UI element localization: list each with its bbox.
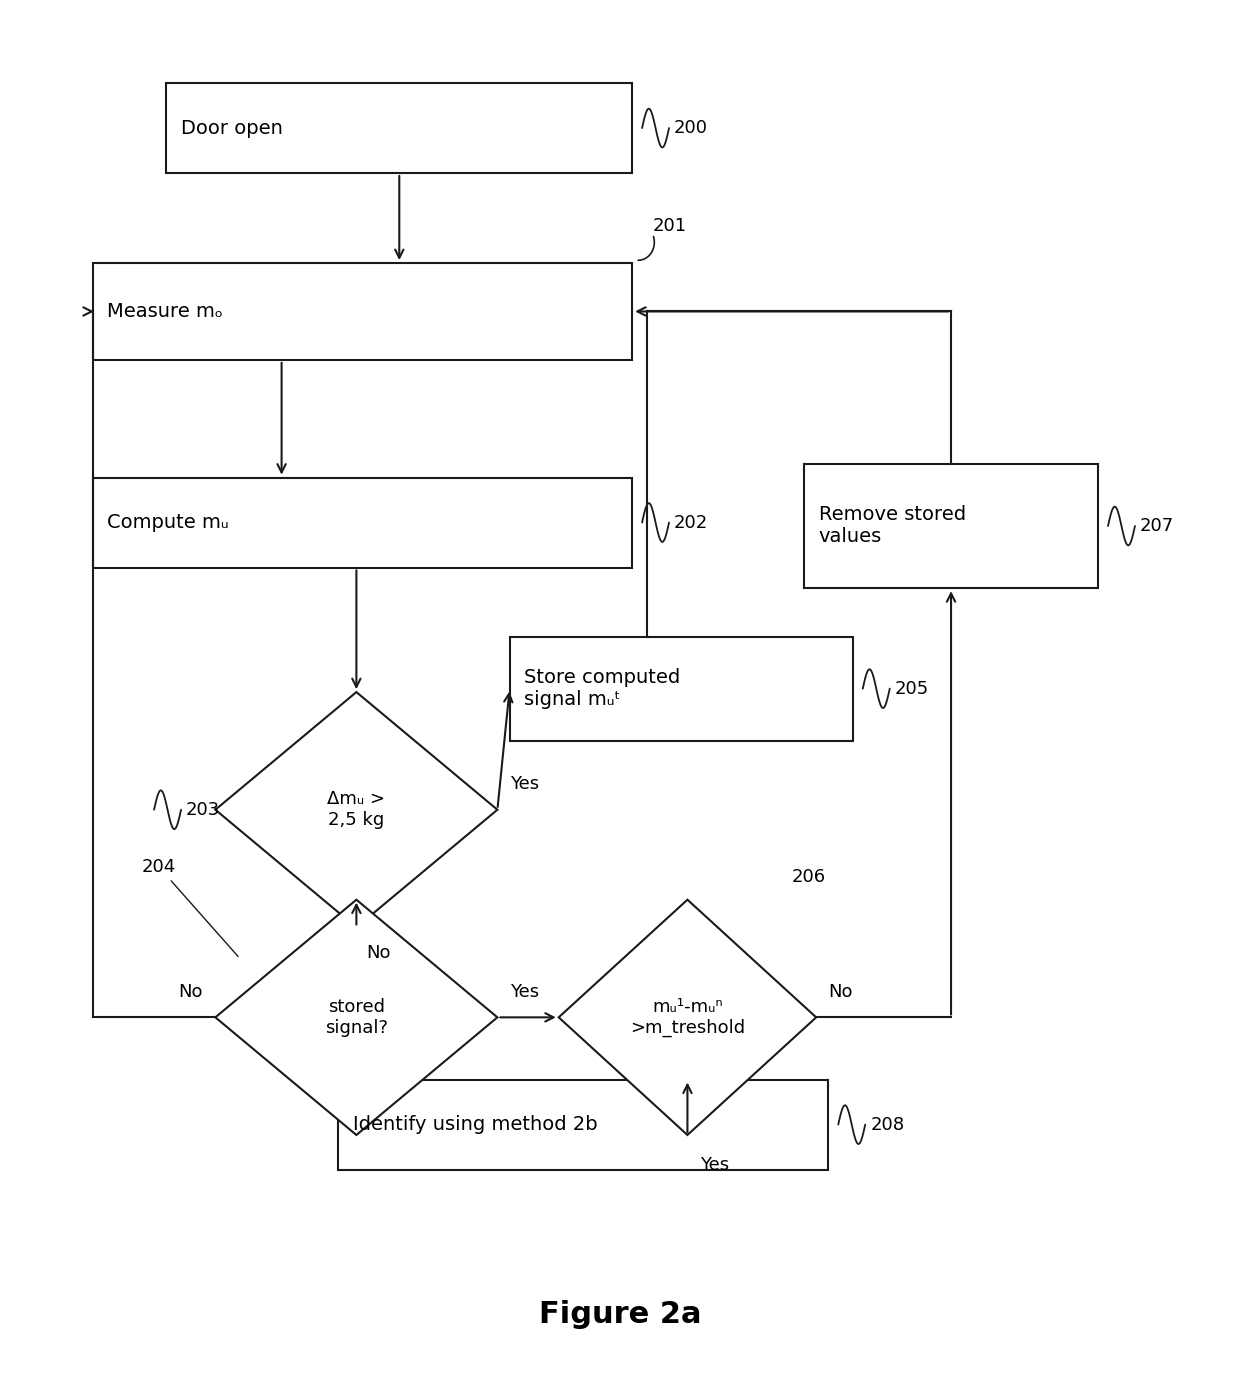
Bar (93, 263, 632, 359)
Text: 208: 208 (870, 1116, 904, 1134)
Text: No: No (179, 983, 203, 1001)
Text: No: No (366, 944, 391, 962)
Text: Compute mᵤ: Compute mᵤ (108, 513, 229, 533)
Text: Measure mₒ: Measure mₒ (108, 302, 223, 322)
Text: 201: 201 (653, 217, 687, 235)
Text: Store computed
signal mᵤᵗ: Store computed signal mᵤᵗ (525, 668, 681, 709)
Text: Remove stored
values: Remove stored values (818, 506, 966, 547)
Text: 202: 202 (675, 513, 708, 531)
Bar (166, 82, 632, 173)
Polygon shape (216, 900, 497, 1135)
Text: 204: 204 (141, 858, 238, 956)
Bar (804, 464, 1099, 589)
Text: Identify using method 2b: Identify using method 2b (352, 1116, 598, 1134)
Text: 206: 206 (791, 868, 826, 886)
Text: stored
signal?: stored signal? (325, 998, 388, 1037)
Text: Yes: Yes (510, 983, 538, 1001)
Text: No: No (828, 983, 853, 1001)
Text: 207: 207 (1140, 517, 1174, 535)
Text: Figure 2a: Figure 2a (538, 1300, 702, 1329)
Bar (93, 478, 632, 568)
Text: Yes: Yes (699, 1156, 729, 1174)
Text: Door open: Door open (181, 119, 283, 137)
Text: Δmᵤ >
2,5 kg: Δmᵤ > 2,5 kg (327, 790, 386, 829)
Text: 205: 205 (894, 679, 929, 698)
Bar (339, 1079, 828, 1170)
Text: 200: 200 (675, 119, 708, 137)
Bar (510, 636, 853, 741)
Text: 203: 203 (186, 801, 221, 819)
Text: Yes: Yes (510, 774, 538, 793)
Polygon shape (216, 692, 497, 927)
Polygon shape (559, 900, 816, 1135)
Text: mᵤ¹-mᵤⁿ
>m_treshold: mᵤ¹-mᵤⁿ >m_treshold (630, 998, 745, 1037)
